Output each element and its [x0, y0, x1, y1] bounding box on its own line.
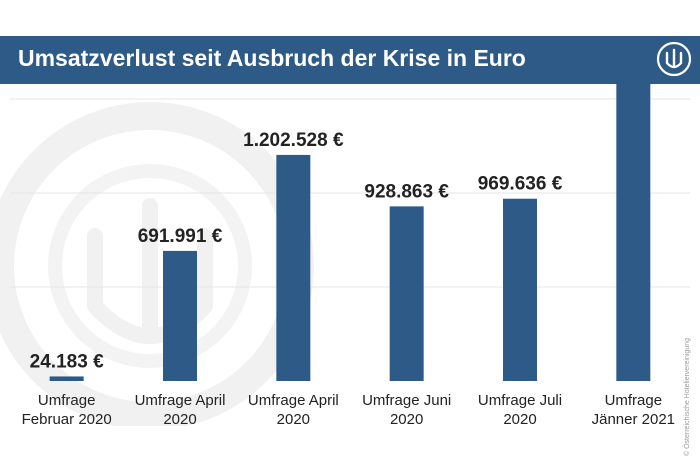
- data-label-3: 1.202.528 €: [243, 130, 344, 151]
- category-label-3-line-2: 2020: [277, 411, 310, 428]
- data-label-1: 24.183 €: [30, 351, 104, 372]
- category-label-4-line-1: Umfrage Juni: [362, 392, 451, 409]
- category-label-6-line-2: Jänner 2021: [592, 411, 675, 428]
- data-label-4: 928.863 €: [364, 181, 449, 202]
- category-label-1-line-1: Umfrage: [38, 392, 96, 409]
- category-label-5-line-1: Umfrage Juli: [478, 392, 562, 409]
- chart-title: Umsatzverlust seit Ausbruch der Krise in…: [18, 45, 526, 71]
- category-label-2-line-1: Umfrage April: [135, 392, 226, 409]
- data-label-5: 969.636 €: [478, 174, 563, 195]
- category-label-2-line-2: 2020: [163, 411, 196, 428]
- category-label-1-line-2: Februar 2020: [22, 411, 112, 428]
- data-label-2: 691.991 €: [138, 226, 223, 247]
- bar-4: [389, 206, 424, 381]
- bar-5: [503, 198, 537, 381]
- bar-3: [276, 154, 311, 381]
- bar-chart: 24.183 € Umfrage Februar 2020 691.991 € Umfr…: [10, 84, 690, 428]
- bar-2: [163, 250, 197, 381]
- category-label-4-line-2: 2020: [390, 411, 423, 428]
- category-label-6-line-1: Umfrage: [605, 392, 663, 409]
- bar-1: [49, 376, 84, 381]
- category-label-3-line-1: Umfrage April: [248, 392, 339, 409]
- title-bar: Umsatzverlust seit Ausbruch der Krise in…: [0, 36, 700, 84]
- category-label-5-line-2: 2020: [503, 411, 536, 428]
- ohv-logo-icon: [656, 41, 692, 77]
- bar-6: [616, 84, 651, 381]
- copyright-note: © Österreichische Hoteliervereinigung: [684, 338, 691, 456]
